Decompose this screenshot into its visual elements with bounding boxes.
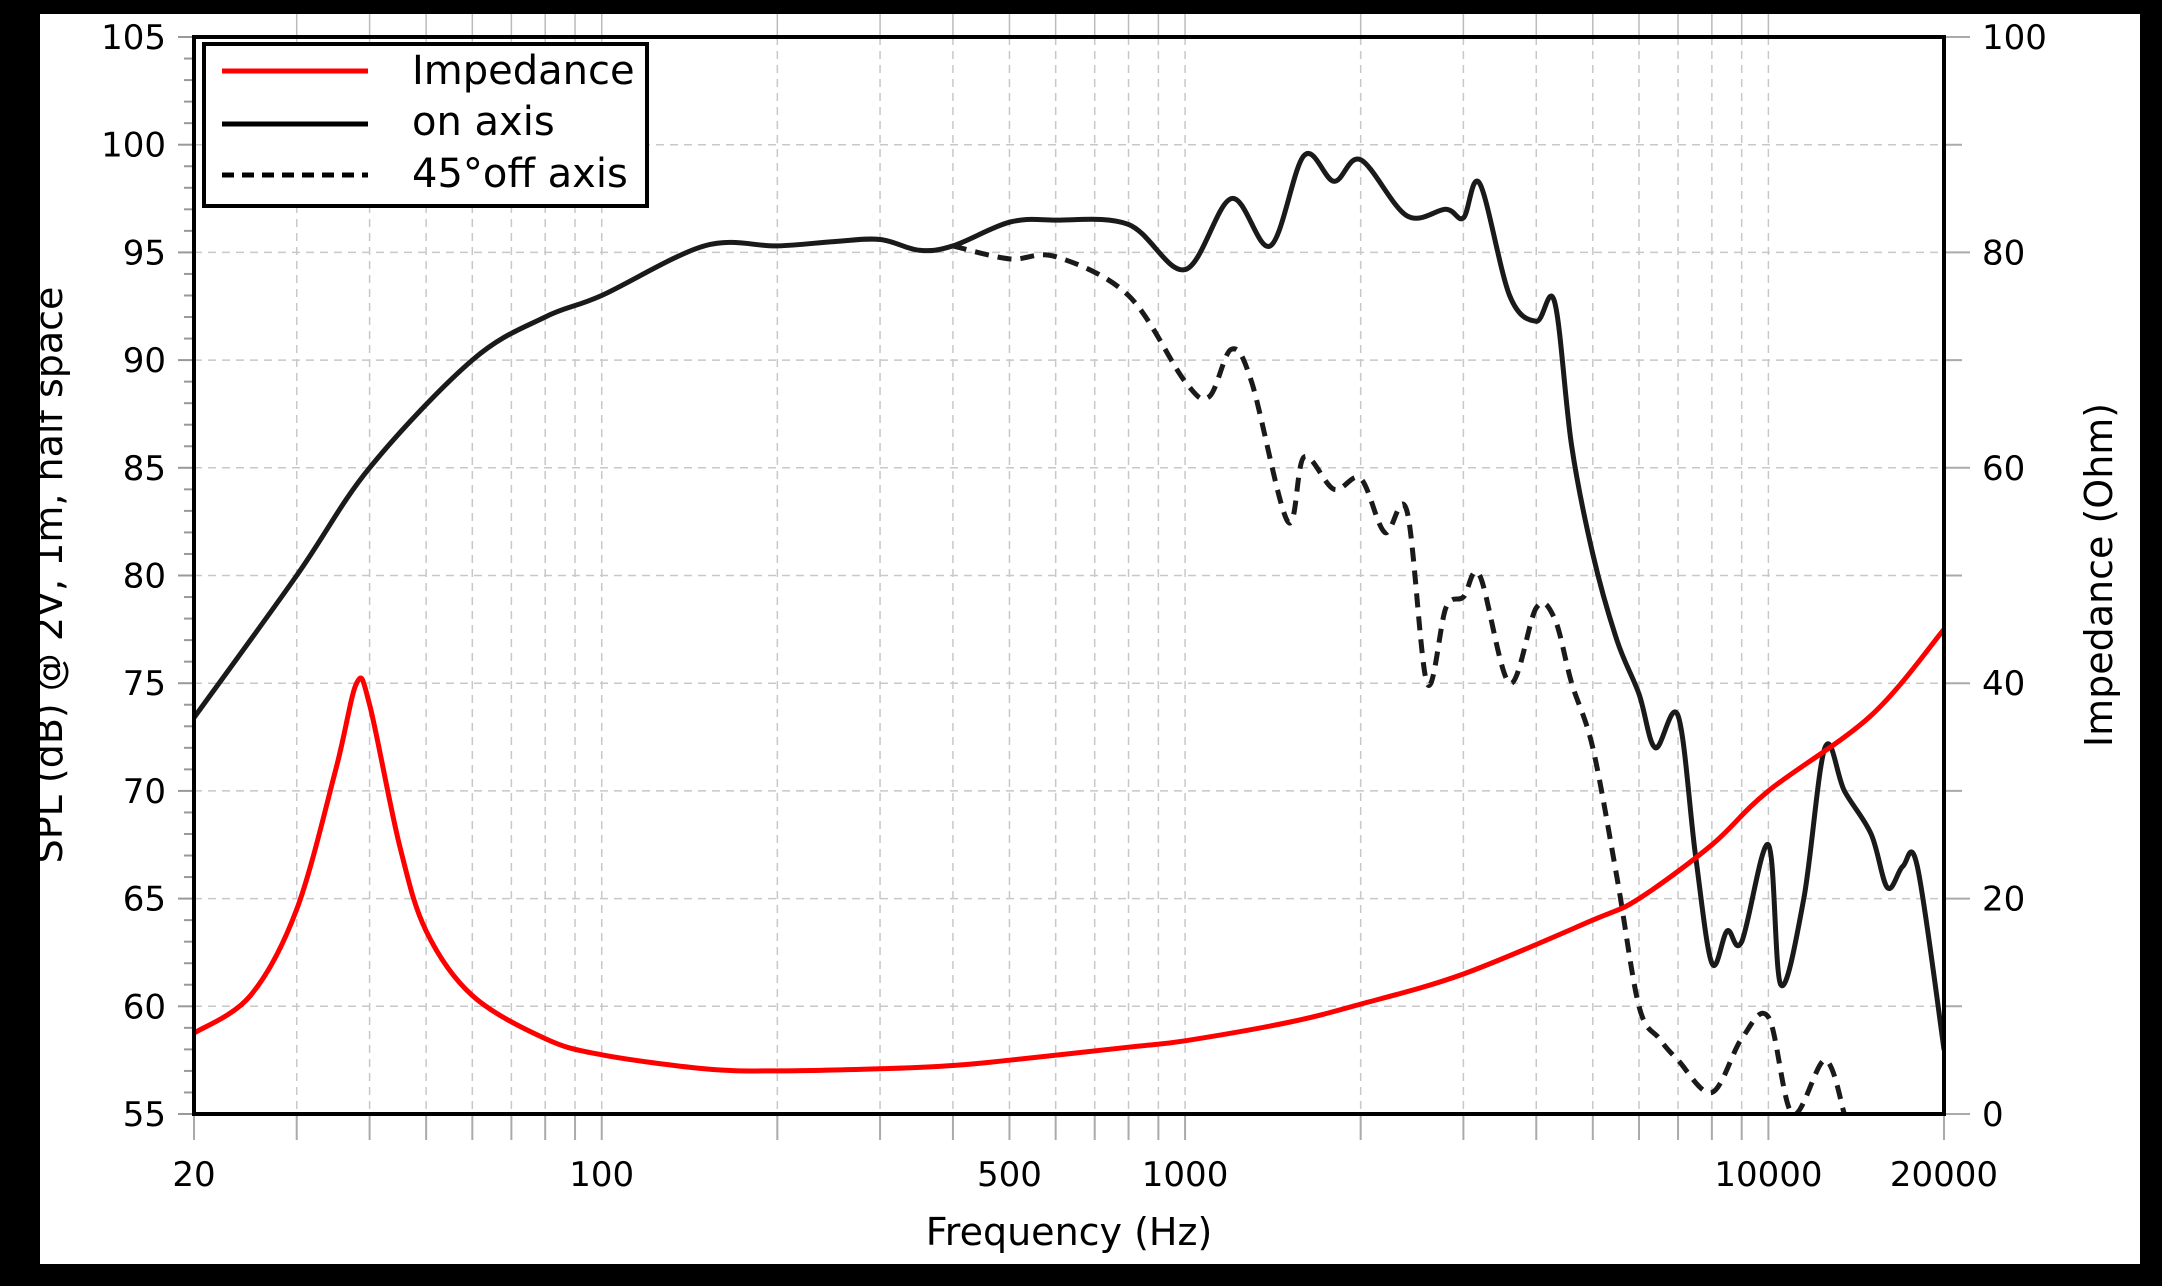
y-tick-label: 55 xyxy=(123,1095,166,1135)
x-tick-label: 100 xyxy=(569,1155,634,1195)
y2-tick-label: 20 xyxy=(1982,880,2025,920)
y-tick-label: 80 xyxy=(123,557,166,597)
y-tick-label: 85 xyxy=(123,449,166,489)
legend-item-off-axis: 45°off axis xyxy=(222,151,628,197)
series-layer xyxy=(194,150,1944,1114)
y2-tick-label: 0 xyxy=(1982,1095,2004,1135)
y2-tick-label: 100 xyxy=(1982,18,2047,58)
chart-background xyxy=(40,14,2140,1264)
y2-tick-label: 80 xyxy=(1982,233,2025,273)
legend-label: 45°off axis xyxy=(412,151,628,197)
y-tick-label: 75 xyxy=(123,664,166,704)
y-tick-labels: 55 60 65 70 75 80 85 90 95 100 105 xyxy=(101,18,166,1135)
legend: Impedance on axis 45°off axis xyxy=(202,42,649,208)
y2-tick-labels: 0 20 40 60 80 100 xyxy=(1982,18,2047,1135)
grid-lines xyxy=(194,37,1944,1114)
y-tick-label: 60 xyxy=(123,987,166,1027)
y-tick-label: 70 xyxy=(123,772,166,812)
series-impedance-line xyxy=(194,626,1944,1074)
x-tick-label: 1000 xyxy=(1142,1155,1229,1195)
y-axis-title: SPL (dB) @ 2V, 1m, half space xyxy=(27,287,71,864)
y-tick-label: 105 xyxy=(101,18,166,58)
x-tick-label: 20 xyxy=(172,1155,215,1195)
x-axis-title: Frequency (Hz) xyxy=(926,1210,1213,1254)
legend-item-on-axis: on axis xyxy=(222,99,555,145)
plot-area-border xyxy=(192,35,1946,1116)
series-45-off-axis-line xyxy=(952,243,1847,1114)
x-tick-label: 20000 xyxy=(1890,1155,1998,1195)
series-on-axis-line xyxy=(194,150,1944,1052)
legend-label: on axis xyxy=(412,99,555,145)
legend-label: Impedance xyxy=(412,48,635,94)
y2-tick-label: 40 xyxy=(1982,664,2025,704)
x-tick-label: 500 xyxy=(977,1155,1042,1195)
y2-axis-title: Impedance (Ohm) xyxy=(2077,403,2121,747)
y-tick-label: 95 xyxy=(123,233,166,273)
y2-tick-label: 60 xyxy=(1982,449,2025,489)
y-tick-label: 100 xyxy=(101,126,166,166)
legend-item-impedance: Impedance xyxy=(222,48,635,94)
y-tick-label: 90 xyxy=(123,341,166,381)
x-tick-label: 10000 xyxy=(1714,1155,1822,1195)
x-tick-labels: 20 100 500 1000 10000 20000 xyxy=(172,1155,1998,1195)
y-tick-label: 65 xyxy=(123,880,166,920)
